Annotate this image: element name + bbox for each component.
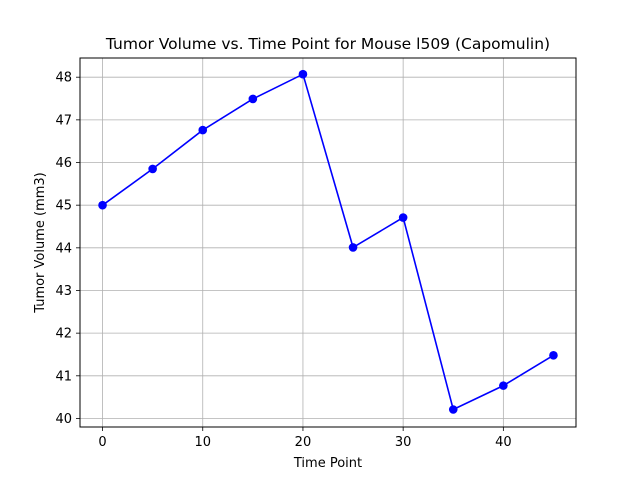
y-tick-label: 41	[55, 369, 72, 384]
data-point	[148, 164, 157, 174]
ticks: 0 10 20 30 40 40 41 42 43 44 45 46 47 48	[55, 71, 511, 450]
y-tick-label: 44	[55, 241, 72, 256]
data-point	[499, 381, 508, 390]
x-axis-label: Time Point	[293, 456, 362, 471]
x-tick-label: 40	[495, 435, 512, 450]
data-point	[398, 213, 408, 222]
y-axis-label: Tumor Volume (mm3)	[33, 172, 48, 314]
data-point	[448, 405, 458, 414]
x-tick-label: 20	[295, 435, 312, 450]
y-tick-label: 43	[55, 284, 72, 299]
data-point	[198, 125, 208, 135]
y-tick-label: 45	[55, 199, 72, 214]
series-line	[102, 73, 554, 411]
data-point	[549, 351, 558, 360]
data-point	[348, 243, 358, 252]
data-point	[298, 69, 308, 79]
grid	[80, 58, 576, 427]
y-tick-label: 47	[55, 113, 72, 128]
x-tick-label: 10	[194, 435, 211, 450]
x-tick-label: 30	[395, 435, 412, 450]
y-tick-label: 42	[55, 327, 72, 342]
y-tick-label: 40	[55, 412, 72, 427]
y-tick-label: 48	[55, 71, 72, 86]
x-tick-label: 0	[98, 435, 106, 450]
data-point	[248, 94, 258, 104]
series-layer	[98, 69, 558, 414]
chart-title: Tumor Volume vs. Time Point for Mouse l5…	[105, 35, 550, 53]
plot-area-frame	[79, 57, 577, 428]
y-tick-label: 46	[55, 156, 72, 171]
data-point	[98, 200, 107, 210]
